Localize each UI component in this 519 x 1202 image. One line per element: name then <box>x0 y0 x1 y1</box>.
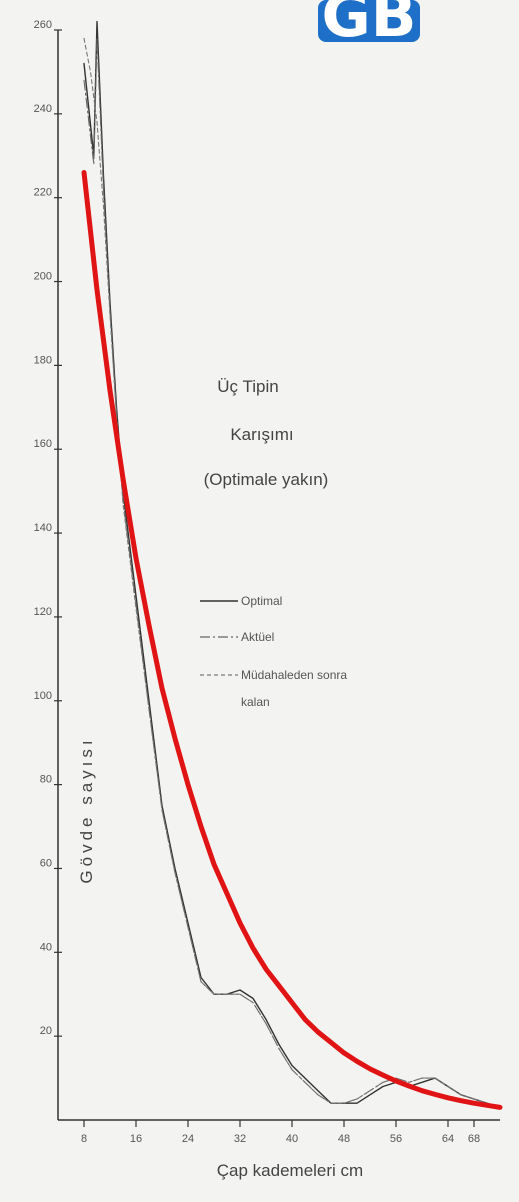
chart-title-line-3: (Optimale yakın) <box>204 470 329 489</box>
x-tick-label: 48 <box>338 1133 350 1145</box>
series-line-red-fit <box>81 170 503 1110</box>
x-tick-label: 56 <box>390 1133 402 1145</box>
chart-title-line-1: Üç Tipin <box>217 377 278 396</box>
y-tick-label: 80 <box>40 774 52 786</box>
x-tick-label: 32 <box>234 1133 246 1145</box>
x-tick-label: 24 <box>182 1133 194 1145</box>
y-tick-label: 60 <box>40 857 52 869</box>
y-tick-label: 140 <box>34 522 52 534</box>
y-tick-label: 100 <box>34 690 52 702</box>
logo-text: GB <box>322 0 417 51</box>
x-tick-label: 8 <box>81 1133 87 1145</box>
y-tick-label: 260 <box>34 19 52 31</box>
x-tick-label: 64 <box>442 1133 454 1145</box>
y-tick-label: 240 <box>34 103 52 115</box>
y-tick-label: 180 <box>34 354 52 366</box>
y-tick-label: 120 <box>34 606 52 618</box>
series-line-mudahale <box>83 37 501 1108</box>
x-ticks: 8 16 24 32 40 48 56 64 68 <box>81 1120 480 1145</box>
x-axis-title: Çap kademeleri cm <box>217 1161 363 1180</box>
y-tick-label: 200 <box>34 271 52 283</box>
x-tick-label: 16 <box>130 1133 142 1145</box>
series-line-aktuel <box>83 37 501 1108</box>
y-tick-label: 220 <box>34 187 52 199</box>
legend-label-mudahale: Müdahaleden sonra <box>241 668 347 682</box>
legend-label-optimal: Optimal <box>241 594 282 608</box>
y-tick-label: 160 <box>34 438 52 450</box>
x-tick-label: 68 <box>468 1133 480 1145</box>
legend: Optimal Aktüel Müdahaleden sonra kalan <box>200 594 347 709</box>
legend-label-kalan: kalan <box>241 695 270 709</box>
chart-title-line-2: Karışımı <box>230 425 293 444</box>
legend-label-aktuel: Aktüel <box>241 630 274 644</box>
y-tick-label: 20 <box>40 1025 52 1037</box>
y-tick-label: 40 <box>40 941 52 953</box>
series-group <box>81 20 503 1110</box>
y-axis-title: Gövde sayısı <box>77 736 96 883</box>
series-line-optimal <box>83 20 501 1109</box>
x-tick-label: 40 <box>286 1133 298 1145</box>
y-ticks: 260 240 220 200 180 160 140 120 100 80 60 40 20 <box>34 19 62 1037</box>
logo-badge <box>318 0 420 42</box>
